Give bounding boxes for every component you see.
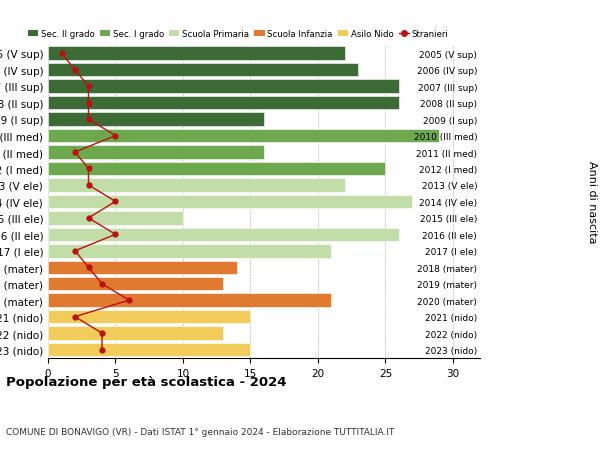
Bar [48,228,399,241]
Bar [48,327,223,340]
Bar [48,277,223,291]
Bar [48,195,413,209]
Bar [48,64,358,77]
Text: COMUNE DI BONAVIGO (VR) - Dati ISTAT 1° gennaio 2024 - Elaborazione TUTTITALIA.I: COMUNE DI BONAVIGO (VR) - Dati ISTAT 1° … [6,427,394,436]
Bar [48,294,331,307]
Bar [48,97,399,110]
Legend: Sec. II grado, Sec. I grado, Scuola Primaria, Scuola Infanzia, Asilo Nido, Stran: Sec. II grado, Sec. I grado, Scuola Prim… [28,29,448,39]
Bar [48,179,345,192]
Bar [48,162,385,176]
Bar [48,261,237,274]
Bar [48,47,345,61]
Bar [48,129,439,143]
Bar [48,113,264,127]
Text: Anni di nascita: Anni di nascita [587,161,597,243]
Bar [48,146,264,159]
Bar [48,212,183,225]
Bar [48,310,251,324]
Bar [48,80,399,94]
Bar [48,245,331,258]
Bar [48,343,251,357]
Text: Popolazione per età scolastica - 2024: Popolazione per età scolastica - 2024 [6,375,287,388]
